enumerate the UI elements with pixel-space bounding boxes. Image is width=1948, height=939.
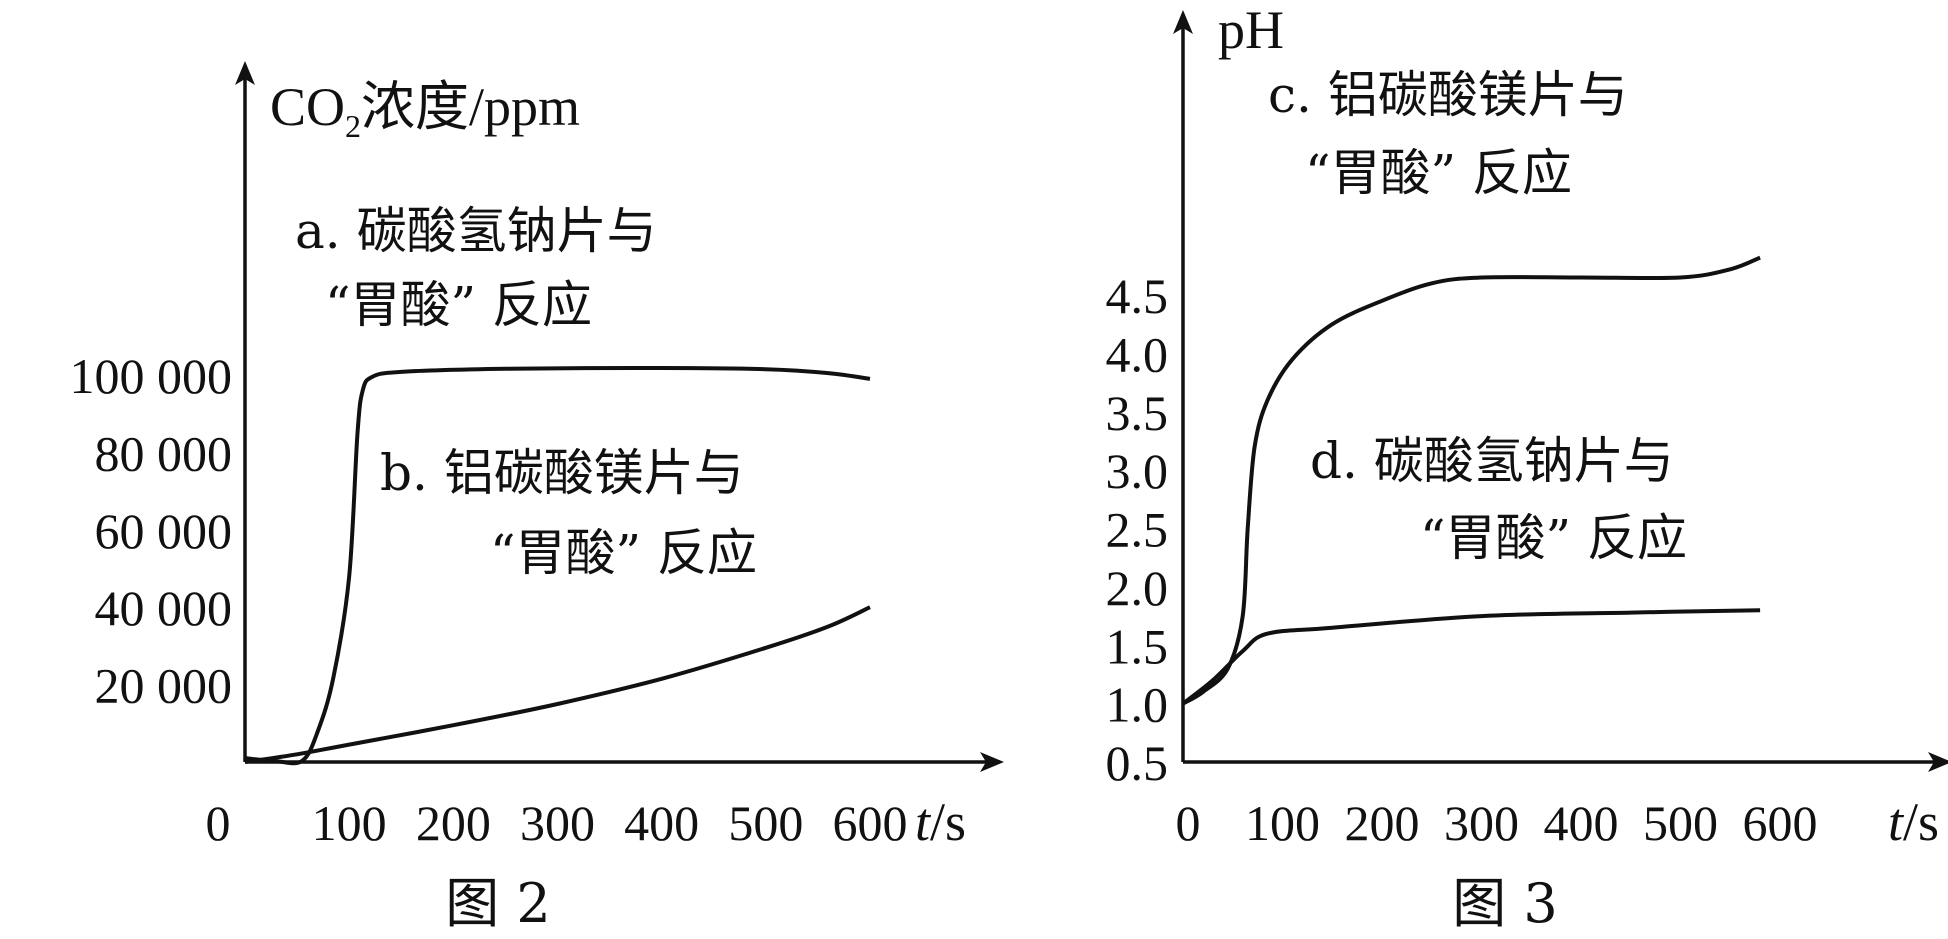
fig3-origin-label: 0 — [1176, 795, 1201, 851]
fig3-y-tick-label: 4.0 — [1106, 326, 1169, 382]
fig3-x-axis-variable: t — [1888, 792, 1905, 852]
series-b-line — [244, 605, 871, 764]
fig2-x-tick-label: 200 — [416, 795, 491, 851]
series-a-line — [244, 365, 871, 766]
fig2-y-tick-label: 100 000 — [70, 348, 233, 404]
series-c-label-line1: c. 铝碳酸镁片与 — [1268, 66, 1628, 124]
fig2-caption: 图 2 — [445, 872, 551, 935]
fig2-y-tick-label: 80 000 — [95, 425, 233, 481]
series-d-label-line1: d. 碳酸氢钠片与 — [1310, 432, 1674, 490]
fig2-y-axis-title-prefix: CO — [270, 77, 345, 137]
fig2-x-axis-unit: /s — [930, 792, 966, 852]
fig3-x-tick-label: 100 — [1245, 795, 1320, 851]
series-d-label-line2: “胃酸” 反应 — [1420, 509, 1687, 567]
fig2-x-tick-label: 300 — [520, 795, 595, 851]
fig3-x-tick-label: 200 — [1345, 795, 1420, 851]
fig2-y-tick-labels: 20 000 40 000 60 000 80 000 100 000 — [70, 348, 233, 714]
fig3-y-tick-label: 3.5 — [1106, 385, 1169, 441]
fig2-x-tick-labels: 100 200 300 400 500 600 — [312, 795, 908, 851]
series-b-label-line2: “胃酸” 反应 — [490, 524, 757, 582]
fig3-caption: 图 3 — [1452, 872, 1558, 935]
fig2-x-tick-label: 500 — [728, 795, 803, 851]
series-a-label-line2: “胃酸” 反应 — [325, 276, 592, 334]
fig3-x-tick-label: 500 — [1643, 795, 1718, 851]
fig3-y-axis-title: pH — [1218, 0, 1284, 60]
series-c-line — [1182, 255, 1761, 706]
fig2-y-tick-label: 20 000 — [95, 658, 233, 714]
fig3-y-tick-label: 1.0 — [1106, 677, 1169, 733]
fig3-x-tick-label: 300 — [1444, 795, 1519, 851]
fig2-x-axis-title: t/s — [915, 792, 966, 852]
figure-3-ph-chart: pH 0 100 200 300 400 500 600 0.51.01.52.02.53… — [1106, 0, 1948, 935]
fig3-x-axis-unit: /s — [1903, 792, 1939, 852]
fig2-y-axis-title: CO2浓度/ppm — [270, 77, 580, 144]
fig3-y-tick-label: 3.0 — [1106, 443, 1169, 499]
fig2-x-tick-label: 100 — [312, 795, 387, 851]
fig3-y-tick-label: 4.5 — [1106, 268, 1169, 324]
fig2-y-tick-label: 40 000 — [95, 580, 233, 636]
series-b-label-line1: b. 铝碳酸镁片与 — [380, 444, 744, 502]
fig2-x-axis-variable: t — [915, 792, 932, 852]
fig2-y-tick-label: 60 000 — [95, 503, 233, 559]
fig3-x-tick-label: 600 — [1743, 795, 1818, 851]
fig3-y-tick-label: 2.0 — [1106, 560, 1169, 616]
fig2-x-tick-label: 400 — [624, 795, 699, 851]
fig3-x-axis-title: t/s — [1888, 792, 1939, 852]
series-d-line — [1181, 608, 1761, 706]
fig2-origin-label: 0 — [206, 795, 231, 851]
fig3-x-tick-label: 400 — [1544, 795, 1619, 851]
fig3-y-tick-label: 1.5 — [1106, 618, 1169, 674]
fig2-y-axis-title-suffix: 浓度/ppm — [361, 77, 580, 137]
fig2-y-axis-title-subscript: 2 — [345, 108, 361, 144]
fig3-y-tick-label: 0.5 — [1106, 735, 1169, 791]
fig3-x-tick-labels: 100 200 300 400 500 600 — [1245, 795, 1818, 851]
series-a-label-line1: a. 碳酸氢钠片与 — [295, 202, 657, 260]
fig2-x-tick-label: 600 — [833, 795, 908, 851]
figure-2-co2-chart: CO2浓度/ppm 0 100 200 300 400 500 600 20 000 40 … — [70, 61, 1004, 935]
fig3-y-tick-label: 2.5 — [1106, 502, 1169, 558]
series-c-label-line2: “胃酸” 反应 — [1305, 144, 1572, 202]
fig3-y-tick-labels: 0.51.01.52.02.53.03.54.04.5 — [1106, 268, 1169, 791]
